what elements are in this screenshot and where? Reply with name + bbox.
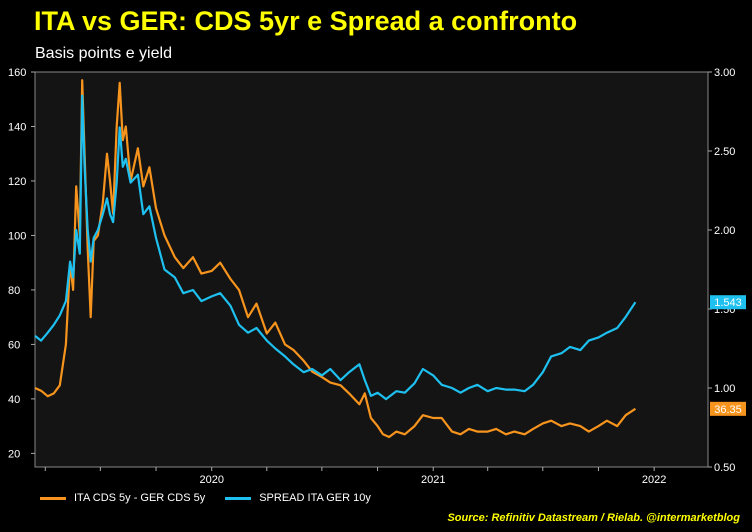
right-axis: 0.501.001.502.002.503.00 (708, 67, 735, 474)
right-tick-label: 2.00 (714, 225, 735, 237)
legend-item-spread: SPREAD ITA GER 10y (225, 492, 371, 504)
chart-subtitle: Basis points e yield (35, 45, 172, 62)
right-tick-label: 3.00 (714, 67, 735, 79)
value-labels: 36.35 1.543 (710, 295, 746, 416)
source-note: Source: Refinitiv Datastream / Rielab. @… (447, 512, 740, 524)
left-tick-label: 40 (8, 394, 20, 406)
left-tick-label: 80 (8, 285, 20, 297)
plot-background (34, 71, 709, 468)
legend-label-cds: ITA CDS 5y - GER CDS 5y (74, 492, 206, 504)
left-axis: 20 40 60 80 100 120 140 160 (8, 67, 35, 460)
left-tick-label: 140 (8, 121, 26, 133)
chart-title: ITA vs GER: CDS 5yr e Spread a confronto (34, 6, 578, 36)
legend-swatch-cds (40, 496, 66, 500)
x-tick-label: 2020 (199, 474, 223, 486)
legend: ITA CDS 5y - GER CDS 5y SPREAD ITA GER 1… (40, 492, 371, 504)
legend-item-cds: ITA CDS 5y - GER CDS 5y (40, 492, 205, 504)
legend-swatch-spread (225, 496, 252, 500)
left-tick-label: 20 (8, 448, 20, 460)
value-label-bg-cds (710, 401, 746, 416)
left-tick-label: 160 (8, 67, 26, 79)
value-label-spread: 1.543 (714, 297, 742, 309)
x-tick-label: 2021 (421, 474, 445, 486)
series-line-cds (34, 79, 637, 439)
x-tick-label: 2022 (642, 474, 666, 486)
series-line-spread (34, 94, 637, 401)
series-layer (34, 79, 637, 439)
value-label-cds: 36.35 (714, 404, 742, 416)
right-tick-label: 0.50 (714, 462, 735, 474)
left-tick-label: 60 (8, 339, 20, 351)
right-tick-label: 2.50 (714, 146, 735, 158)
left-tick-label: 100 (8, 230, 26, 242)
right-tick-label: 1.00 (714, 383, 735, 395)
x-axis: 2020 2021 2022 (44, 467, 666, 486)
value-label-bg-spread (710, 295, 746, 310)
left-tick-label: 120 (8, 176, 26, 188)
legend-label-spread: SPREAD ITA GER 10y (259, 492, 371, 504)
